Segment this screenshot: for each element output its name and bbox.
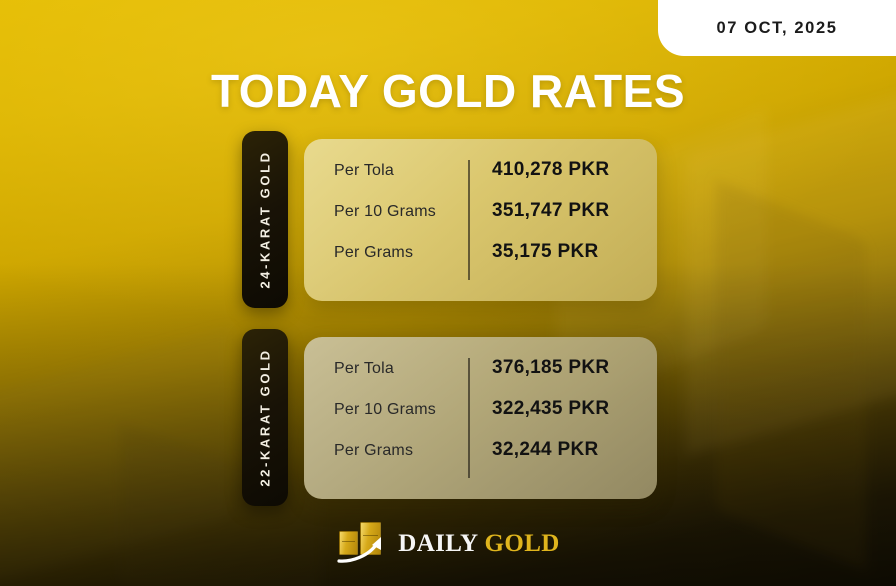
gold-bar-icon bbox=[339, 531, 359, 555]
date-badge-text: 07 OCT, 2025 bbox=[716, 18, 838, 37]
karat-tab-label: 24-KARAT GOLD bbox=[257, 150, 273, 289]
karat-tab-24k: 24-KARAT GOLD bbox=[242, 131, 288, 308]
rate-label: Per Tola bbox=[334, 359, 395, 377]
rate-value: 35,175 PKR bbox=[492, 240, 599, 262]
rate-label: Per Tola bbox=[334, 161, 395, 179]
upward-arrow-icon bbox=[337, 537, 382, 563]
logo-word-daily: DAILY bbox=[398, 530, 479, 557]
logo-wordmark: DAILY GOLD bbox=[398, 530, 560, 558]
card-divider bbox=[468, 160, 470, 280]
rate-label: Per Grams bbox=[334, 441, 414, 459]
rate-value: 376,185 PKR bbox=[492, 356, 610, 378]
logo-word-gold: GOLD bbox=[484, 530, 560, 557]
date-badge: 07 OCT, 2025 bbox=[658, 0, 896, 56]
rate-value: 322,435 PKR bbox=[492, 397, 610, 419]
rate-row: Per Grams 35,175 PKR bbox=[334, 241, 657, 282]
rate-label: Per Grams bbox=[334, 243, 414, 261]
rate-row: Per Tola 376,185 PKR bbox=[334, 357, 657, 398]
gold-bars-chart-icon bbox=[336, 522, 388, 564]
rate-row: Per 10 Grams 322,435 PKR bbox=[334, 398, 657, 439]
rate-row: Per Grams 32,244 PKR bbox=[334, 439, 657, 480]
rate-card-24k: 24-KARAT GOLD Per Tola 410,278 PKR Per 1… bbox=[242, 131, 657, 308]
rate-row: Per Tola 410,278 PKR bbox=[334, 159, 657, 200]
rate-table-22k: Per Tola 376,185 PKR Per 10 Grams 322,43… bbox=[304, 337, 657, 499]
karat-tab-22k: 22-KARAT GOLD bbox=[242, 329, 288, 506]
rate-value: 32,244 PKR bbox=[492, 438, 599, 460]
karat-tab-label: 22-KARAT GOLD bbox=[257, 348, 273, 487]
page-title: TODAY GOLD RATES bbox=[210, 65, 686, 117]
rate-label: Per 10 Grams bbox=[334, 400, 436, 418]
footer-logo: DAILY GOLD bbox=[0, 522, 896, 564]
card-divider bbox=[468, 358, 470, 478]
rate-value: 410,278 PKR bbox=[492, 158, 610, 180]
rate-row: Per 10 Grams 351,747 PKR bbox=[334, 200, 657, 241]
rate-card-22k: 22-KARAT GOLD Per Tola 376,185 PKR Per 1… bbox=[242, 329, 657, 506]
rate-value: 351,747 PKR bbox=[492, 199, 610, 221]
rate-table-24k: Per Tola 410,278 PKR Per 10 Grams 351,74… bbox=[304, 139, 657, 301]
rate-label: Per 10 Grams bbox=[334, 202, 436, 220]
